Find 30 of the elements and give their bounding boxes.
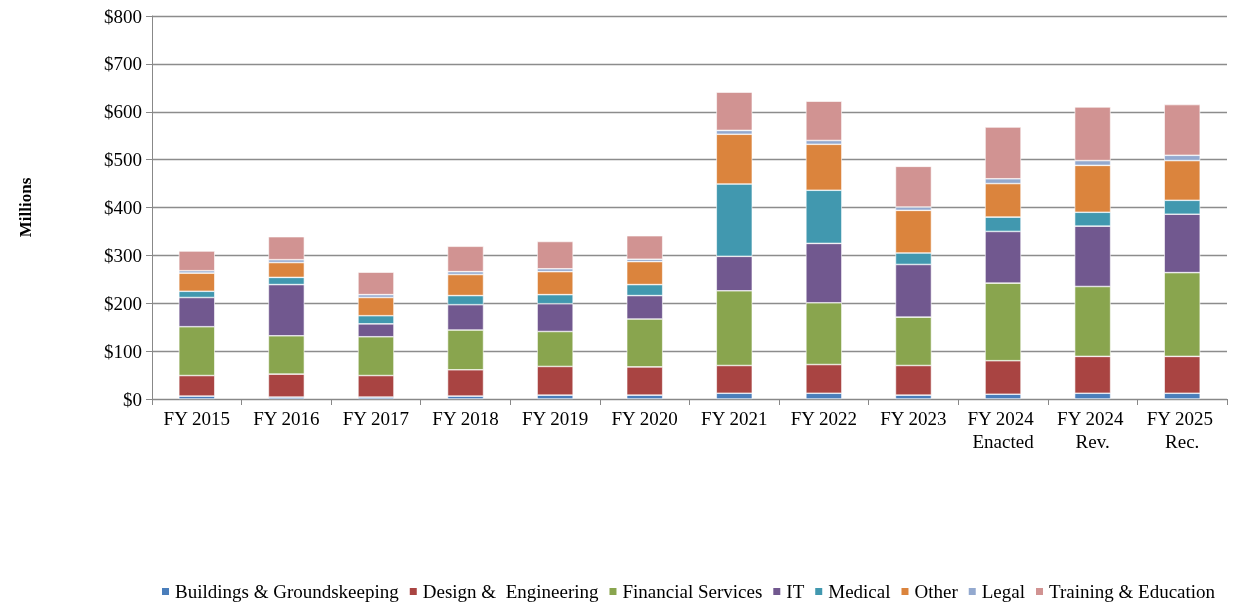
y-tick-label: $800	[104, 5, 142, 27]
x-tick-label: FY 2024 Enacted	[967, 408, 1039, 452]
y-tick-label: $500	[104, 149, 142, 171]
y-tick-label: $400	[104, 197, 142, 218]
x-tick-label: FY 2020	[611, 408, 678, 429]
x-tick-label: FY 2025 Rec.	[1146, 408, 1218, 452]
legend-label: Medical	[828, 581, 891, 602]
x-tick-label: FY 2016	[253, 408, 320, 429]
legend-label: IT	[786, 581, 805, 602]
y-tick-label: $700	[104, 53, 142, 75]
y-tick-label: $300	[104, 244, 142, 266]
x-tick-label: FY 2024 Rev.	[1057, 408, 1129, 452]
y-tick-label: $0	[123, 388, 142, 410]
y-tick-label: $600	[104, 101, 142, 123]
y-axis-title: Millions	[16, 177, 35, 238]
x-tick-label: FY 2023	[880, 408, 947, 429]
legend-label: Other	[914, 581, 959, 602]
x-tick-label: FY 2015	[163, 408, 230, 429]
legend-label: Financial Services	[622, 581, 763, 602]
y-tick-label: $200	[104, 292, 142, 314]
legend-label: Design & Engineering	[422, 581, 599, 602]
legend-label: Training & Education	[1049, 581, 1216, 602]
legend-label: Buildings & Groundskeeping	[175, 581, 400, 602]
x-tick-label: FY 2019	[521, 408, 589, 429]
x-tick-label: FY 2022	[790, 408, 858, 429]
x-tick-label: FY 2017	[342, 408, 410, 429]
legend-label: Legal	[981, 581, 1026, 602]
x-tick-label: FY 2018	[432, 408, 499, 429]
y-tick-label: $100	[104, 340, 142, 362]
x-tick-label: FY 2021	[701, 408, 768, 429]
